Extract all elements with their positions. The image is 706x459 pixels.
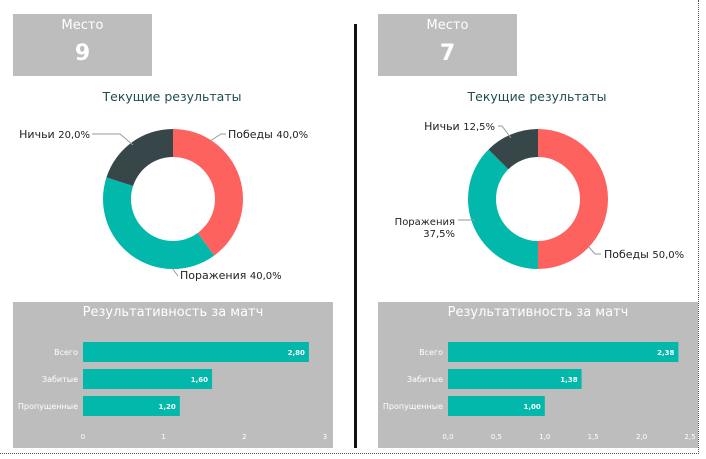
slice-label: Победы 50,0% [604,248,684,261]
donut-slice-3 [106,129,173,187]
slice-label: Ничьи 12,5% [424,120,495,133]
leader-line [209,133,226,142]
bar [448,342,679,362]
panel-divider [354,24,357,448]
donut-slice-1 [173,129,244,256]
x-tick-label: 1 [161,433,165,441]
place-value: 7 [439,41,456,66]
bar [83,396,180,416]
x-tick-label: 0 [81,433,85,441]
bar-value-label: 1,38 [560,376,577,384]
dotted-border-right [698,0,699,452]
leader-line [587,245,601,255]
bar-chart-title: Результативность за матч [82,305,264,320]
team-panel-left: Место 9 Текущие результаты Победы 40,0% П… [10,0,350,452]
donut-title: Текущие результаты [467,89,607,104]
x-tick-label: 1,5 [588,433,599,441]
donut-slice-1 [538,129,608,269]
place-label: Место [426,18,469,33]
performance-bar-card: Всего 2,38 Забитые 1,38 Пропущенные 1,00 0,0 0,… [378,302,698,448]
x-tick-label: 2,0 [636,433,647,441]
bar-value-label: 1,20 [159,403,176,411]
category-label: Пропущенные [383,402,443,411]
slice-label: Победы 40,0% [228,128,308,141]
bar-chart-title: Результативность за матч [447,305,629,320]
x-tick-label: 2 [242,433,246,441]
performance-bar-chart: Всего 2,38 Забитые 1,38 Пропущенные 1,00 0,0 0,… [383,342,696,441]
place-value: 9 [74,41,91,66]
category-label: Забитые [407,375,443,384]
team-panel-right: Место 7 Текущие результаты Победы 50,0% П… [375,0,706,452]
bar [448,369,582,389]
slice-label: Поражения 40,0% [180,269,282,282]
leader-line [171,267,179,277]
slice-label: Поражения 37,5% [395,217,455,240]
results-donut-chart: Победы 50,0% Поражения 37,5% Ничьи 12,5% [395,120,684,269]
donut-slice-2 [468,149,538,269]
donut-slice-3 [488,129,538,170]
x-tick-label: 0,5 [491,433,502,441]
place-card: Место 7 [378,14,517,76]
donut-title: Текущие результаты [102,89,242,104]
performance-bar-chart: Всего 2,80 Забитые 1,60 Пропущенные 1,20 0 1 2 3 [18,342,327,441]
x-tick-label: 3 [323,433,327,441]
x-tick-label: 0,0 [442,433,453,441]
bar [448,396,545,416]
category-label: Забитые [42,375,78,384]
results-donut-chart: Победы 40,0% Поражения 40,0% Ничьи 20,0% [19,128,308,282]
bar-value-label: 2,38 [657,349,674,357]
x-tick-label: 2,5 [684,433,695,441]
bar-value-label: 2,80 [288,349,305,357]
bar-value-label: 1,00 [524,403,541,411]
place-card: Место 9 [13,14,152,76]
category-label: Всего [54,348,78,357]
category-label: Всего [419,348,443,357]
leader-line [92,133,134,146]
dotted-border-bottom [0,453,699,454]
bar-value-label: 1,60 [191,376,208,384]
category-label: Пропущенные [18,402,78,411]
performance-bar-card: Всего 2,80 Забитые 1,60 Пропущенные 1,20 0 1 2 3 … [13,302,333,448]
x-tick-label: 1,0 [539,433,550,441]
place-label: Место [61,18,104,33]
bar [83,342,309,362]
leader-line [498,125,512,139]
donut-slice-2 [102,177,215,269]
bar [83,369,213,389]
slice-label: Ничьи 20,0% [19,128,90,141]
